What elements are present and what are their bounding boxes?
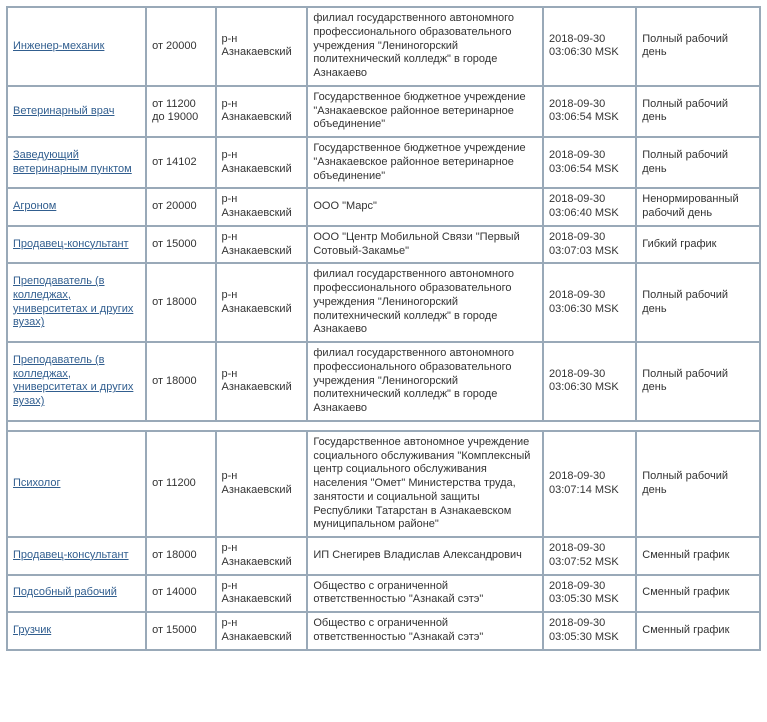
- job-title-link[interactable]: Агроном: [13, 200, 56, 212]
- cell-datetime: 2018-09-30 03:06:54 MSK: [544, 138, 635, 187]
- job-title-link[interactable]: Инженер-механик: [13, 40, 104, 52]
- cell-job-title: Подсобный рабочий: [8, 576, 145, 612]
- cell-organization: Государственное автономное учреждение со…: [308, 432, 542, 536]
- cell-salary: от 20000: [147, 8, 214, 85]
- cell-datetime: 2018-09-30 03:06:54 MSK: [544, 87, 635, 136]
- cell-datetime: 2018-09-30 03:06:30 MSK: [544, 8, 635, 85]
- cell-region: р-н Азнакаевский: [217, 189, 307, 225]
- job-title-link[interactable]: Продавец-консультант: [13, 549, 129, 561]
- cell-region: р-н Азнакаевский: [217, 432, 307, 536]
- table-row: Агроном от 20000р-н АзнакаевскийООО "Марс…: [8, 189, 759, 225]
- table-row: Продавец-консультант от 15000р-н Азнакаев…: [8, 227, 759, 263]
- cell-organization: ООО "Центр Мобильной Связи "Первый Сотов…: [308, 227, 542, 263]
- cell-schedule: Полный рабочий день: [637, 138, 759, 187]
- cell-region: р-н Азнакаевский: [217, 343, 307, 420]
- cell-region: р-н Азнакаевский: [217, 8, 307, 85]
- spacer-cell: [8, 422, 759, 430]
- cell-region: р-н Азнакаевский: [217, 613, 307, 649]
- cell-organization: Общество с ограниченной ответственностью…: [308, 576, 542, 612]
- table-row: Грузчик от 15000р-н АзнакаевскийОбщество …: [8, 613, 759, 649]
- cell-datetime: 2018-09-30 03:06:30 MSK: [544, 343, 635, 420]
- job-title-link[interactable]: Заведующий ветеринарным пунктом: [13, 149, 132, 175]
- cell-job-title: Инженер-механик: [8, 8, 145, 85]
- cell-salary: от 14000: [147, 576, 214, 612]
- cell-schedule: Сменный график: [637, 538, 759, 574]
- table-row: Заведующий ветеринарным пунктом от 14102р…: [8, 138, 759, 187]
- cell-schedule: Полный рабочий день: [637, 432, 759, 536]
- table-row: Психолог от 11200р-н АзнакаевскийГосударс…: [8, 432, 759, 536]
- cell-region: р-н Азнакаевский: [217, 138, 307, 187]
- cell-datetime: 2018-09-30 03:05:30 MSK: [544, 613, 635, 649]
- job-title-link[interactable]: Преподаватель (в колледжах, университета…: [13, 275, 133, 328]
- cell-job-title: Грузчик: [8, 613, 145, 649]
- cell-salary: от 15000: [147, 227, 214, 263]
- table-row: Подсобный рабочий от 14000р-н Азнакаевски…: [8, 576, 759, 612]
- cell-job-title: Продавец-консультант: [8, 538, 145, 574]
- cell-organization: Государственное бюджетное учреждение "Аз…: [308, 138, 542, 187]
- cell-schedule: Ненормированный рабочий день: [637, 189, 759, 225]
- cell-datetime: 2018-09-30 03:06:30 MSK: [544, 264, 635, 341]
- cell-datetime: 2018-09-30 03:07:03 MSK: [544, 227, 635, 263]
- cell-organization: Государственное бюджетное учреждение "Аз…: [308, 87, 542, 136]
- cell-schedule: Сменный график: [637, 613, 759, 649]
- cell-organization: ООО "Марс": [308, 189, 542, 225]
- cell-job-title: Ветеринарный врач: [8, 87, 145, 136]
- cell-salary: от 15000: [147, 613, 214, 649]
- cell-region: р-н Азнакаевский: [217, 538, 307, 574]
- cell-job-title: Психолог: [8, 432, 145, 536]
- cell-datetime: 2018-09-30 03:06:40 MSK: [544, 189, 635, 225]
- cell-schedule: Полный рабочий день: [637, 87, 759, 136]
- cell-region: р-н Азнакаевский: [217, 264, 307, 341]
- cell-salary: от 18000: [147, 538, 214, 574]
- job-title-link[interactable]: Психолог: [13, 477, 60, 489]
- cell-schedule: Полный рабочий день: [637, 8, 759, 85]
- cell-schedule: Полный рабочий день: [637, 264, 759, 341]
- cell-salary: от 18000: [147, 343, 214, 420]
- cell-salary: от 20000: [147, 189, 214, 225]
- cell-job-title: Заведующий ветеринарным пунктом: [8, 138, 145, 187]
- spacer-row: [8, 422, 759, 430]
- job-title-link[interactable]: Подсобный рабочий: [13, 586, 117, 598]
- cell-schedule: Сменный график: [637, 576, 759, 612]
- cell-job-title: Преподаватель (в колледжах, университета…: [8, 343, 145, 420]
- job-title-link[interactable]: Ветеринарный врач: [13, 105, 114, 117]
- cell-organization: филиал государственного автономного проф…: [308, 264, 542, 341]
- table-row: Продавец-консультант от 18000р-н Азнакаев…: [8, 538, 759, 574]
- cell-organization: филиал государственного автономного проф…: [308, 343, 542, 420]
- cell-datetime: 2018-09-30 03:07:52 MSK: [544, 538, 635, 574]
- cell-region: р-н Азнакаевский: [217, 227, 307, 263]
- cell-job-title: Продавец-консультант: [8, 227, 145, 263]
- cell-salary: от 11200: [147, 432, 214, 536]
- table-row: Инженер-механик от 20000р-н Азнакаевскийф…: [8, 8, 759, 85]
- cell-datetime: 2018-09-30 03:05:30 MSK: [544, 576, 635, 612]
- cell-salary: от 14102: [147, 138, 214, 187]
- table-row: Преподаватель (в колледжах, университета…: [8, 264, 759, 341]
- cell-region: р-н Азнакаевский: [217, 576, 307, 612]
- job-title-link[interactable]: Грузчик: [13, 624, 51, 636]
- job-listings-table: Инженер-механикот 20000р-н Азнакаевскийф…: [6, 6, 761, 651]
- cell-organization: Общество с ограниченной ответственностью…: [308, 613, 542, 649]
- cell-salary: от 18000: [147, 264, 214, 341]
- table-row: Преподаватель (в колледжах, университета…: [8, 343, 759, 420]
- cell-schedule: Полный рабочий день: [637, 343, 759, 420]
- cell-job-title: Агроном: [8, 189, 145, 225]
- cell-organization: филиал государственного автономного проф…: [308, 8, 542, 85]
- job-title-link[interactable]: Продавец-консультант: [13, 238, 129, 250]
- cell-region: р-н Азнакаевский: [217, 87, 307, 136]
- cell-salary: от 11200 до 19000: [147, 87, 214, 136]
- cell-organization: ИП Снегирев Владислав Александрович: [308, 538, 542, 574]
- cell-schedule: Гибкий график: [637, 227, 759, 263]
- cell-datetime: 2018-09-30 03:07:14 MSK: [544, 432, 635, 536]
- table-row: Ветеринарный врач от 11200 до 19000р-н Аз…: [8, 87, 759, 136]
- job-title-link[interactable]: Преподаватель (в колледжах, университета…: [13, 354, 133, 407]
- cell-job-title: Преподаватель (в колледжах, университета…: [8, 264, 145, 341]
